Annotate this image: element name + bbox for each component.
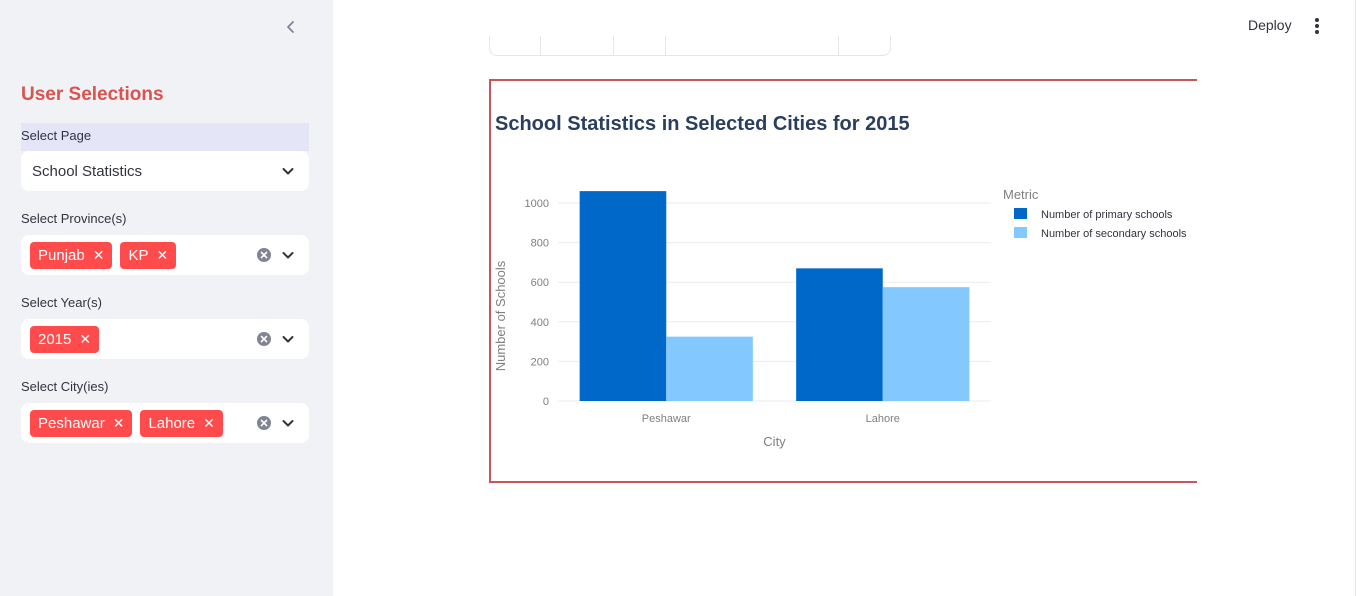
tag-city: Peshawar ✕ — [30, 409, 133, 437]
chevron-down-icon[interactable] — [281, 248, 295, 262]
y-tick-label: 0 — [543, 396, 549, 408]
chevron-left-icon — [287, 21, 294, 33]
y-tick-label: 600 — [531, 277, 549, 289]
x-axis-title: City — [763, 434, 786, 449]
chevron-down-icon[interactable] — [281, 332, 295, 346]
y-tick-label: 1000 — [525, 198, 549, 210]
sidebar: User Selections Select Page School Stati… — [0, 0, 333, 596]
legend-entry[interactable]: Number of primary schools — [1041, 209, 1173, 221]
y-axis-title: Number of Schools — [493, 260, 508, 371]
tag-year: 2015 ✕ — [30, 325, 100, 353]
select-province-label: Select Province(s) — [21, 211, 127, 226]
deploy-button[interactable]: Deploy — [1248, 17, 1292, 33]
dataframe-table-bottom[interactable] — [489, 36, 891, 56]
tag-province: KP ✕ — [120, 241, 177, 269]
select-page-label: Select Page — [21, 128, 92, 143]
legend-entry[interactable]: Number of secondary schools — [1041, 228, 1187, 240]
clear-all-icon[interactable] — [257, 416, 271, 430]
clear-all-icon[interactable] — [257, 332, 271, 346]
tag-province: Punjab ✕ — [30, 241, 113, 269]
sidebar-title: User Selections — [21, 84, 164, 105]
bar-lahore-primary[interactable] — [796, 268, 883, 401]
remove-tag-icon[interactable]: ✕ — [112, 415, 125, 431]
chevron-down-icon[interactable] — [281, 416, 295, 430]
select-city-multiselect[interactable]: Peshawar ✕ Lahore ✕ — [21, 403, 309, 443]
tag-city: Lahore ✕ — [140, 409, 223, 437]
clear-all-icon[interactable] — [257, 248, 271, 262]
legend-swatch[interactable] — [1014, 208, 1027, 219]
remove-tag-icon[interactable]: ✕ — [92, 247, 105, 263]
legend-title: Metric — [1003, 187, 1039, 202]
x-tick-label: Peshawar — [642, 413, 691, 425]
chart-title: School Statistics in Selected Cities for… — [495, 113, 910, 135]
collapse-sidebar-button[interactable] — [280, 15, 302, 39]
legend-swatch[interactable] — [1014, 227, 1027, 238]
bar-peshawar-secondary[interactable] — [666, 336, 753, 401]
select-province-multiselect[interactable]: Punjab ✕ KP ✕ — [21, 235, 309, 275]
more-options-icon[interactable] — [1309, 15, 1325, 37]
select-page-dropdown[interactable]: School Statistics — [21, 151, 309, 191]
bar-peshawar-primary[interactable] — [579, 191, 667, 401]
y-tick-label: 400 — [531, 317, 549, 329]
bar-lahore-secondary[interactable] — [882, 287, 970, 401]
remove-tag-icon[interactable]: ✕ — [203, 415, 215, 431]
y-tick-label: 800 — [531, 238, 549, 250]
select-year-multiselect[interactable]: 2015 ✕ — [21, 319, 309, 359]
chevron-down-icon[interactable] — [281, 164, 295, 178]
y-tick-label: 200 — [531, 356, 549, 368]
select-city-label: Select City(ies) — [21, 379, 109, 394]
x-tick-label: Lahore — [866, 413, 900, 425]
select-year-label: Select Year(s) — [21, 295, 102, 310]
remove-tag-icon[interactable]: ✕ — [79, 331, 92, 347]
page-label-highlight — [21, 123, 309, 151]
chart-container — [489, 79, 1197, 483]
remove-tag-icon[interactable]: ✕ — [156, 247, 169, 263]
bar-chart[interactable]: 0 200 400 600 800 1000 Peshawar Lahore City Numbe… — [491, 150, 1196, 470]
select-page-value: School Statistics — [32, 162, 143, 180]
